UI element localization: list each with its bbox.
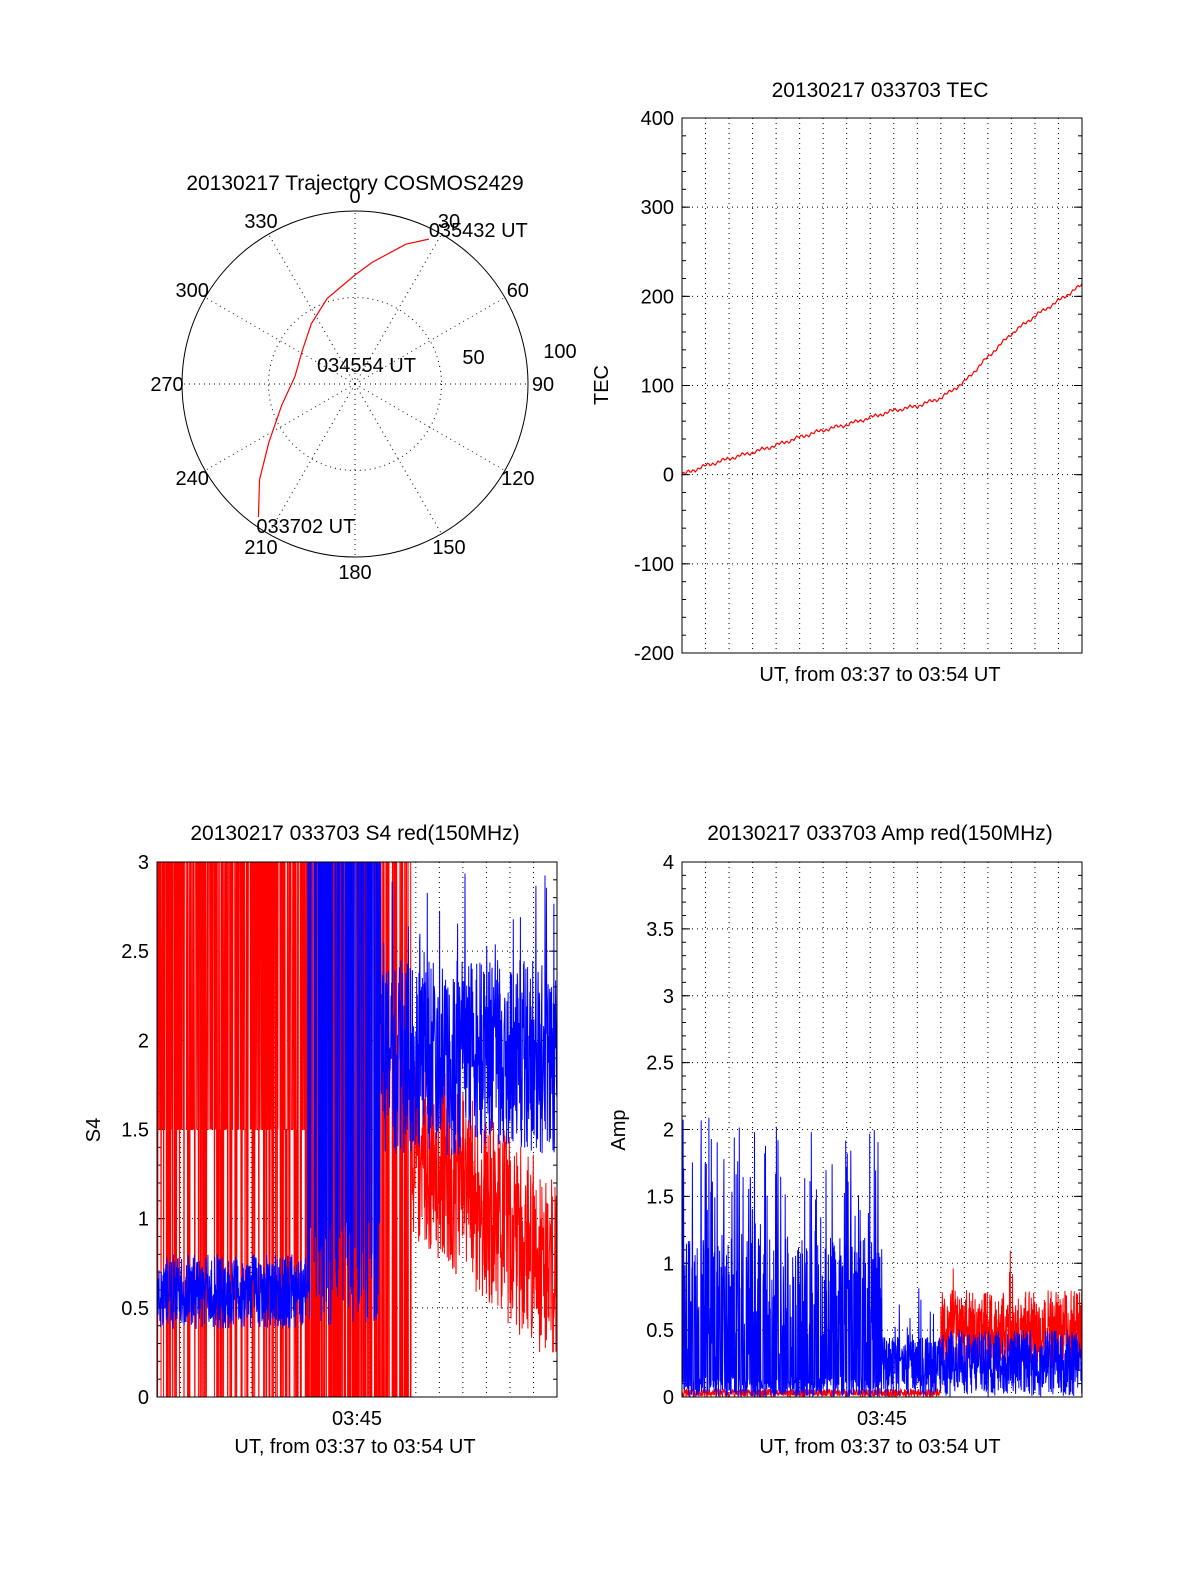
y-tick-label: 3 <box>138 852 149 874</box>
x-tick-label: 03:45 <box>332 1408 382 1430</box>
polar-radial-label: 50 <box>462 347 484 369</box>
tec-plot: 20130217 033703 TEC -200 -100 0 100 200 300 40… <box>591 79 1083 686</box>
x-tick-label: 03:45 <box>857 1408 907 1430</box>
polar-angle-label: 180 <box>338 562 371 584</box>
polar-angle-label: 270 <box>150 374 183 396</box>
trajectory-line <box>257 238 429 517</box>
plot-frame <box>156 861 558 1398</box>
y-tick-label: 0.5 <box>121 1298 149 1320</box>
amp-title: 20130217 033703 Amp red(150MHz) <box>707 822 1053 845</box>
y-tick-label: 1.5 <box>121 1120 149 1142</box>
y-tick-label: 0 <box>663 1387 674 1409</box>
polar-angle-label: 120 <box>501 468 534 490</box>
y-tick-label: 2 <box>138 1030 149 1052</box>
s4-ylabel: S4 <box>83 1118 105 1142</box>
y-tick-label: 200 <box>641 286 674 308</box>
y-tick-label: 300 <box>641 197 674 219</box>
tec-ylabel: TEC <box>591 365 613 405</box>
y-tick-label: 2.5 <box>646 1053 674 1075</box>
plot-frame <box>681 117 1083 654</box>
polar-angle-label: 300 <box>175 280 208 302</box>
y-tick-label: 1 <box>663 1253 674 1275</box>
polar-spoke <box>204 383 356 471</box>
y-tick-label: 0.5 <box>646 1320 674 1342</box>
s4-title: 20130217 033703 S4 red(150MHz) <box>190 822 519 845</box>
amp-xlabel: UT, from 03:37 to 03:54 UT <box>759 1436 1000 1458</box>
polar-radial-label: 100 <box>543 341 576 363</box>
y-tick-label: 1.5 <box>646 1186 674 1208</box>
polar-annotation: 033702 UT <box>256 516 355 538</box>
y-tick-label: 3 <box>663 986 674 1008</box>
plot-frame <box>681 861 1083 1398</box>
amp-plot: 20130217 033703 Amp red(150MHz) 0 0.5 1 1.5… <box>608 822 1083 1458</box>
y-tick-label: 4 <box>663 852 674 874</box>
polar-angle-label: 240 <box>175 468 208 490</box>
y-tick-label: -100 <box>634 554 674 576</box>
polar-angle-label: 90 <box>532 374 554 396</box>
polar-angle-label: 60 <box>507 280 529 302</box>
polar-outer-circle <box>181 210 529 558</box>
y-tick-label: 100 <box>641 376 674 398</box>
trajectory-polar-plot: 20130217 Trajectory COSMOS2429 0 30 60 90 12… <box>150 172 576 584</box>
polar-angle-label: 210 <box>244 537 277 559</box>
amp-blue-series <box>681 1117 1083 1398</box>
trajectory-title: 20130217 Trajectory COSMOS2429 <box>186 172 523 195</box>
y-tick-label: 1 <box>138 1209 149 1231</box>
s4-plot: 20130217 033703 S4 red(150MHz) 0 0.5 1 1.5 2… <box>83 822 558 1458</box>
y-tick-label: 400 <box>641 108 674 130</box>
polar-grid-circle <box>268 297 442 471</box>
y-tick-label: 2 <box>663 1120 674 1142</box>
polar-angle-label: 150 <box>432 537 465 559</box>
polar-angle-label: 330 <box>244 211 277 233</box>
y-tick-label: 0 <box>138 1387 149 1409</box>
tec-series-line <box>681 283 1083 475</box>
y-tick-label: 0 <box>663 465 674 487</box>
y-tick-label: -200 <box>634 643 674 665</box>
amp-ylabel: Amp <box>608 1109 630 1150</box>
polar-annotation: 034554 UT <box>317 355 416 377</box>
y-tick-label: 2.5 <box>121 941 149 963</box>
polar-annotation: 035432 UT <box>429 220 528 242</box>
y-tick-label: 3.5 <box>646 919 674 941</box>
s4-xlabel: UT, from 03:37 to 03:54 UT <box>234 1436 475 1458</box>
tec-xlabel: UT, from 03:37 to 03:54 UT <box>759 664 1000 686</box>
polar-angle-label: 0 <box>349 186 360 208</box>
polar-angle-label: 30 <box>438 211 460 233</box>
amp-red-series <box>681 1250 1083 1399</box>
tec-title: 20130217 033703 TEC <box>772 79 989 102</box>
